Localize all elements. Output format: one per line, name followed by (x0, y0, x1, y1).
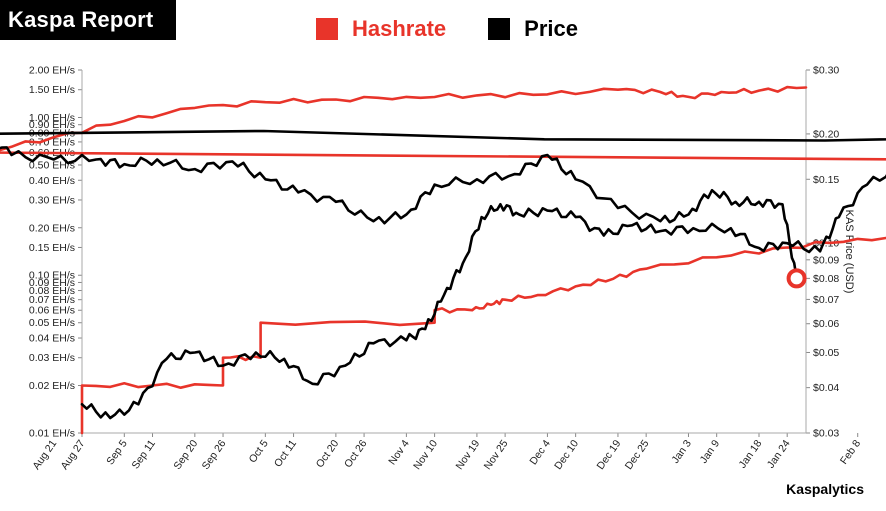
price-highlight-marker (786, 268, 807, 289)
x-tick-label: Jan 9 (698, 438, 723, 466)
left-tick-label: 1.50 EH/s (29, 84, 75, 96)
x-tick-label: Nov 19 (453, 438, 482, 472)
hashrate-swatch (316, 18, 338, 40)
x-tick-label: Oct 5 (247, 438, 271, 466)
hashrate-series-line (0, 85, 886, 435)
x-tick-label: Jan 24 (765, 438, 793, 471)
left-tick-label: 0.04 EH/s (29, 333, 75, 345)
left-tick-label: 0.09 EH/s (29, 277, 75, 289)
right-tick-label: $0.05 (813, 347, 839, 359)
x-tick-label: Jan 18 (737, 438, 765, 471)
x-tick-label: Oct 26 (342, 438, 370, 470)
left-tick-label: 0.10 EH/s (29, 270, 75, 282)
price-swatch (488, 18, 511, 40)
left-tick-label: 0.06 EH/s (29, 305, 75, 317)
left-tick-label: 0.15 EH/s (29, 242, 75, 254)
x-tick-label: Aug 21 (30, 438, 59, 472)
x-tick-label: Oct 11 (272, 438, 299, 470)
right-tick-label: $0.20 (813, 128, 839, 140)
left-tick-label: 2.00 EH/s (29, 65, 75, 77)
left-tick-label: 0.05 EH/s (29, 317, 75, 329)
x-tick-label: Oct 20 (314, 438, 342, 470)
report-title: Kaspa Report (8, 7, 154, 32)
left-tick-label: 0.40 EH/s (29, 175, 75, 187)
x-tick-label: Nov 25 (482, 438, 511, 472)
x-tick-label: Sep 11 (130, 438, 159, 472)
x-tick-label: Sep 26 (200, 438, 229, 472)
left-tick-label: 0.70 EH/s (29, 136, 75, 148)
legend-item-price: Price (488, 16, 578, 42)
report-badge: Kaspa Report (0, 0, 176, 40)
left-tick-label: 0.03 EH/s (29, 352, 75, 364)
left-tick-label: 1.00 EH/s (29, 112, 75, 124)
chart-legend: Hashrate Price (316, 14, 620, 44)
left-tick-label: 0.30 EH/s (29, 194, 75, 206)
x-tick-label: Dec 10 (552, 438, 581, 472)
left-tick-label: 0.08 EH/s (29, 285, 75, 297)
price-series-line (0, 129, 886, 420)
x-tick-label: Sep 5 (104, 438, 130, 467)
x-tick-label: Dec 25 (623, 438, 652, 472)
right-tick-label: $0.06 (813, 318, 839, 330)
legend-label-hashrate: Hashrate (352, 16, 447, 41)
right-tick-label: $0.09 (813, 254, 839, 266)
left-tick-label: 0.20 EH/s (29, 222, 75, 234)
left-tick-label: 0.02 EH/s (29, 380, 75, 392)
right-tick-label: $0.07 (813, 294, 839, 306)
right-tick-label: $0.15 (813, 174, 839, 186)
left-tick-label: 0.50 EH/s (29, 159, 75, 171)
x-tick-label: Nov 10 (411, 438, 440, 472)
source-label: Kaspalytics (786, 481, 864, 497)
right-tick-label: $0.03 (813, 428, 839, 440)
x-tick-label: Aug 27 (59, 438, 88, 472)
x-tick-label: Jan 3 (669, 438, 694, 466)
x-tick-label: Dec 19 (594, 438, 623, 472)
left-tick-label: 0.01 EH/s (29, 428, 75, 440)
x-tick-label: Sep 20 (171, 438, 200, 472)
left-tick-label: 0.07 EH/s (29, 294, 75, 306)
right-tick-label: $0.30 (813, 65, 839, 77)
left-tick-label: 0.90 EH/s (29, 119, 75, 131)
x-tick-label: Dec 4 (527, 438, 553, 467)
x-tick-label: Nov 4 (386, 438, 412, 467)
legend-item-hashrate: Hashrate (316, 16, 446, 42)
right-axis-title: KAS Price (USD) (843, 210, 855, 294)
x-tick-label: Feb 8 (838, 438, 863, 467)
legend-label-price: Price (524, 16, 578, 41)
right-tick-label: $0.08 (813, 273, 839, 285)
right-tick-label: $0.04 (813, 382, 839, 394)
